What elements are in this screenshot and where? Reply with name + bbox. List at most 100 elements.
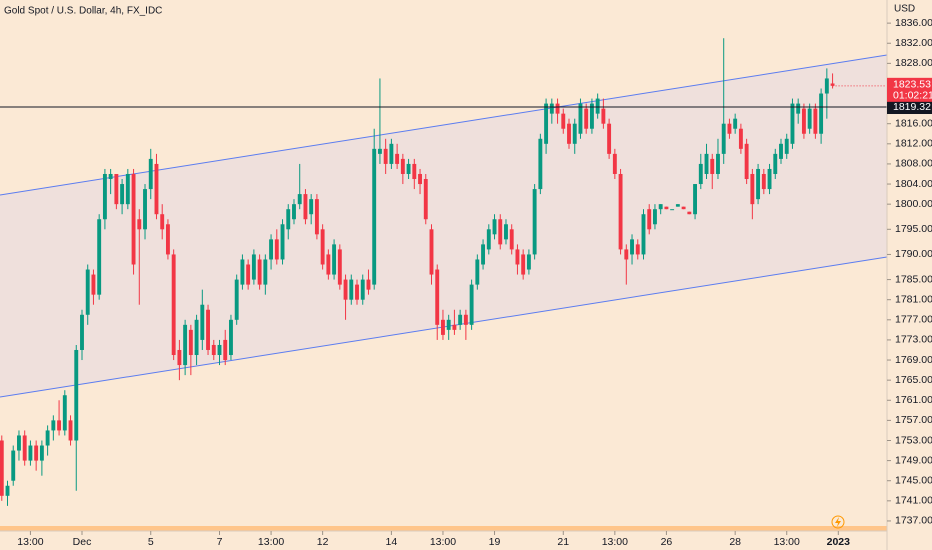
- candle-body: [658, 204, 663, 210]
- candle-body: [773, 153, 778, 174]
- candle-body: [74, 349, 79, 441]
- y-tick-label: 1757.00: [895, 414, 932, 426]
- candle-body: [217, 344, 222, 356]
- candle-body: [830, 83, 835, 86]
- x-tick-label: 21: [557, 536, 569, 548]
- candle-body: [240, 259, 245, 285]
- candle-body: [211, 344, 216, 356]
- y-tick-label: 1832.00: [895, 37, 932, 49]
- y-tick-label: 1781.00: [895, 293, 932, 305]
- candle-body: [486, 229, 491, 250]
- candle-body: [555, 103, 560, 114]
- candle-body: [418, 173, 422, 185]
- x-tick-label: 12: [317, 536, 329, 548]
- axes: 1836.00 1832.00 1828.00 1816.00 1812.00 1808.…: [17, 17, 932, 548]
- candle-body: [269, 239, 274, 260]
- candle-body: [400, 158, 405, 174]
- hline-label-box: [887, 100, 932, 115]
- candle-body: [653, 209, 657, 225]
- event-icon[interactable]: [831, 515, 845, 529]
- currency-label: USD: [894, 4, 915, 15]
- candle-body: [458, 314, 463, 325]
- candle-body: [641, 214, 646, 255]
- x-tick-label: 2023: [827, 536, 851, 548]
- candle-body: [332, 244, 337, 275]
- candle-body: [515, 249, 520, 265]
- y-tick-label: 1800.00: [895, 198, 932, 210]
- candle-body: [630, 239, 634, 255]
- candle-body: [784, 138, 789, 154]
- y-tick-label: 1816.00: [895, 117, 932, 129]
- candle-body: [750, 173, 755, 205]
- candle-body: [165, 224, 170, 255]
- y-tick-label: 1753.00: [895, 434, 932, 446]
- candle-body: [22, 435, 27, 461]
- candle-body: [584, 108, 589, 129]
- y-tick-label: 1808.00: [895, 158, 932, 170]
- last-price-label: 1823.53: [893, 79, 931, 91]
- x-tick-label: Dec: [73, 536, 92, 548]
- candle-body: [360, 279, 365, 300]
- candle-body: [790, 103, 795, 144]
- candle-body: [704, 153, 709, 174]
- candle-body: [194, 319, 199, 356]
- y-tick-label: 1737.00: [895, 515, 932, 527]
- candle-body: [526, 254, 531, 270]
- candle-body: [337, 249, 342, 285]
- y-tick-label: 1785.00: [895, 273, 932, 285]
- candle-body: [567, 123, 571, 144]
- candle-body: [492, 219, 497, 235]
- hline-label: 1819.32: [893, 101, 931, 113]
- candle-body: [0, 440, 4, 496]
- candle-body: [572, 123, 577, 144]
- x-tick-label: 26: [661, 536, 673, 548]
- candle-body: [62, 395, 67, 431]
- candle-body: [257, 259, 262, 285]
- candle-body: [143, 189, 147, 230]
- candle-body: [160, 214, 165, 230]
- candle-body: [504, 224, 508, 240]
- candle-body: [377, 148, 382, 154]
- candle-body: [120, 184, 125, 205]
- x-tick-label: 13:00: [17, 536, 43, 548]
- candle-body: [406, 163, 411, 174]
- candle-body: [635, 244, 640, 255]
- candle-body: [767, 168, 772, 190]
- candle-body: [521, 254, 526, 275]
- candle-body: [137, 219, 142, 230]
- y-tick-label: 1773.00: [895, 334, 932, 346]
- candle-body: [28, 445, 33, 461]
- candle-body: [51, 420, 56, 431]
- channel-fill: [0, 55, 887, 397]
- candle-body: [549, 103, 554, 114]
- y-tick-label: 1790.00: [895, 248, 932, 260]
- candle-body: [779, 143, 783, 159]
- candle-body: [183, 324, 188, 366]
- candle-body: [286, 209, 291, 230]
- candle-body: [389, 143, 394, 164]
- candle-body: [446, 319, 451, 330]
- candle-body: [343, 279, 348, 300]
- candle-body: [423, 179, 428, 220]
- candle-body: [612, 153, 617, 174]
- candle-body: [297, 194, 302, 205]
- candle-body: [618, 173, 623, 250]
- y-tick-label: 1741.00: [895, 495, 932, 507]
- candle-body: [80, 314, 84, 350]
- x-tick-label: 13:00: [258, 536, 284, 548]
- candle-body: [624, 249, 629, 260]
- y-tick-label: 1765.00: [895, 374, 932, 386]
- plot: [0, 38, 887, 506]
- candle-body: [412, 163, 417, 180]
- candle-body: [383, 148, 388, 164]
- y-tick-label: 1777.00: [895, 314, 932, 326]
- candle-body: [693, 184, 698, 215]
- candle-body: [57, 420, 62, 431]
- candle-body: [813, 108, 818, 134]
- chart-title: Gold Spot / U.S. Dollar, 4h, FX_IDC: [4, 6, 162, 17]
- x-tick-label: 5: [148, 536, 154, 548]
- candle-body: [716, 153, 720, 174]
- candle-body: [435, 269, 440, 325]
- candle-body: [727, 123, 732, 134]
